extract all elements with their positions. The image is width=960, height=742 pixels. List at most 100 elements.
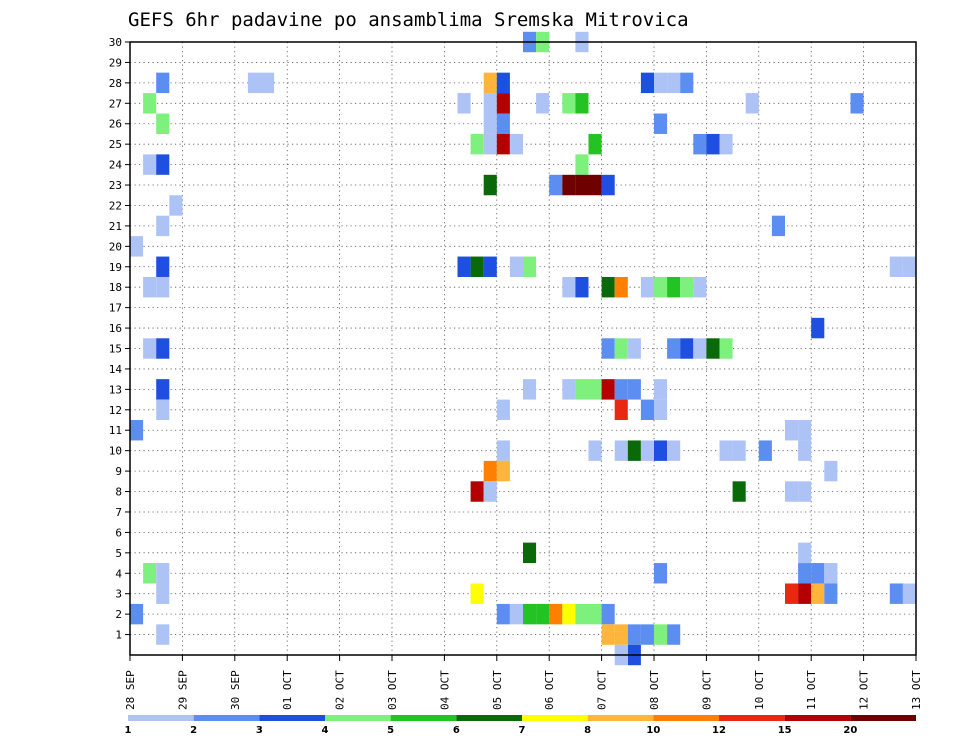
x-tick-label: 03 OCT [386,670,399,710]
y-tick-label: 6 [115,526,122,539]
x-tick-label: 05 OCT [491,670,504,710]
heatmap-cell [680,338,694,359]
heatmap-cell [627,624,641,645]
legend-swatch [259,715,325,721]
heatmap-cell [156,256,170,277]
heatmap-cell [156,215,170,237]
heatmap-cell [261,72,275,94]
y-tick-label: 12 [109,404,122,417]
x-tick-label: 30 SEP [229,670,242,710]
heatmap-cell [614,624,628,645]
legend-swatch [128,715,194,721]
heatmap-cell [640,624,654,645]
heatmap-cell [483,93,497,114]
heatmap-cell [614,276,628,298]
heatmap-cell [156,583,170,604]
heatmap-cell [483,113,497,134]
heatmap-cell [627,338,641,359]
heatmap-cell [771,215,785,237]
heatmap-cell [785,583,799,604]
y-tick-label: 16 [109,322,122,335]
heatmap-cell [523,542,537,564]
x-tick-label: 11 OCT [805,670,818,710]
heatmap-cell [732,440,746,461]
heatmap-cell [588,133,602,155]
heatmap-cell [654,276,668,298]
heatmap-cell [654,440,668,461]
heatmap-cell [156,154,170,175]
legend-label: 5 [387,725,394,736]
heatmap-cell [785,420,799,441]
heatmap-cell [706,133,720,155]
heatmap-cell [798,583,812,604]
heatmap-cell [640,276,654,298]
y-tick-label: 22 [109,199,122,212]
legend-swatch [456,715,522,721]
heatmap-cell [811,317,825,339]
heatmap-cell [601,379,615,400]
heatmap-cell [536,93,550,114]
heatmap-cell [640,440,654,461]
heatmap-cell [496,399,510,421]
x-tick-label: 06 OCT [543,670,556,710]
heatmap-cell [562,174,576,196]
y-tick-label: 26 [109,118,122,131]
heatmap-cell [627,440,641,461]
legend-label: 4 [322,725,329,736]
heatmap-cell [640,72,654,94]
x-tick-label: 04 OCT [438,670,451,710]
heatmap-cell [785,481,799,502]
legend-swatch [587,715,654,721]
heatmap-cell [719,338,733,359]
heatmap-cell [509,603,523,625]
legend-label: 12 [712,725,726,736]
heatmap-cell [523,379,537,400]
heatmap-cell [549,174,563,196]
heatmap-cell [575,154,589,175]
x-tick-label: 29 SEP [176,670,189,710]
heatmap-cell [575,174,589,196]
heatmap-cell [575,93,589,114]
y-tick-label: 23 [109,179,122,192]
y-tick-label: 21 [109,220,122,233]
heatmap-cell [745,93,759,114]
heatmap-cell [143,154,157,175]
heatmap-cell [667,338,681,359]
x-tick-label: 02 OCT [334,670,347,710]
heatmap-cell [811,583,825,604]
heatmap-cell [156,113,170,134]
heatmap-cell [156,399,170,421]
heatmap-cell [654,399,668,421]
heatmap-cell [562,276,576,298]
heatmap-cell [575,379,589,400]
heatmap-cell [130,603,144,625]
y-tick-label: 10 [109,445,122,458]
x-tick-label: 01 OCT [281,670,294,710]
legend-label: 1 [125,725,132,736]
heatmap-cell [732,481,746,502]
legend-swatch [522,715,588,721]
heatmap-cell [156,379,170,400]
heatmap-cell [470,481,484,502]
y-tick-label: 4 [115,567,122,580]
heatmap-cell [509,256,523,277]
heatmap-cell [601,603,615,625]
heatmap-cell [693,338,707,359]
heatmap-cell [798,563,812,584]
legend-label: 10 [646,725,660,736]
heatmap-cell [156,276,170,298]
heatmap-cell [614,338,628,359]
y-tick-label: 18 [109,281,122,294]
heatmap-cell [601,624,615,645]
heatmap-cell [667,624,681,645]
heatmap-cell [614,379,628,400]
x-tick-label: 09 OCT [700,670,713,710]
heatmap-cell [758,440,772,461]
heatmap-cell [601,338,615,359]
heatmap-cell [811,563,825,584]
legend-label: 20 [843,725,857,736]
heatmap-cell [536,603,550,625]
heatmap-cell [680,276,694,298]
heatmap-cell [588,440,602,461]
